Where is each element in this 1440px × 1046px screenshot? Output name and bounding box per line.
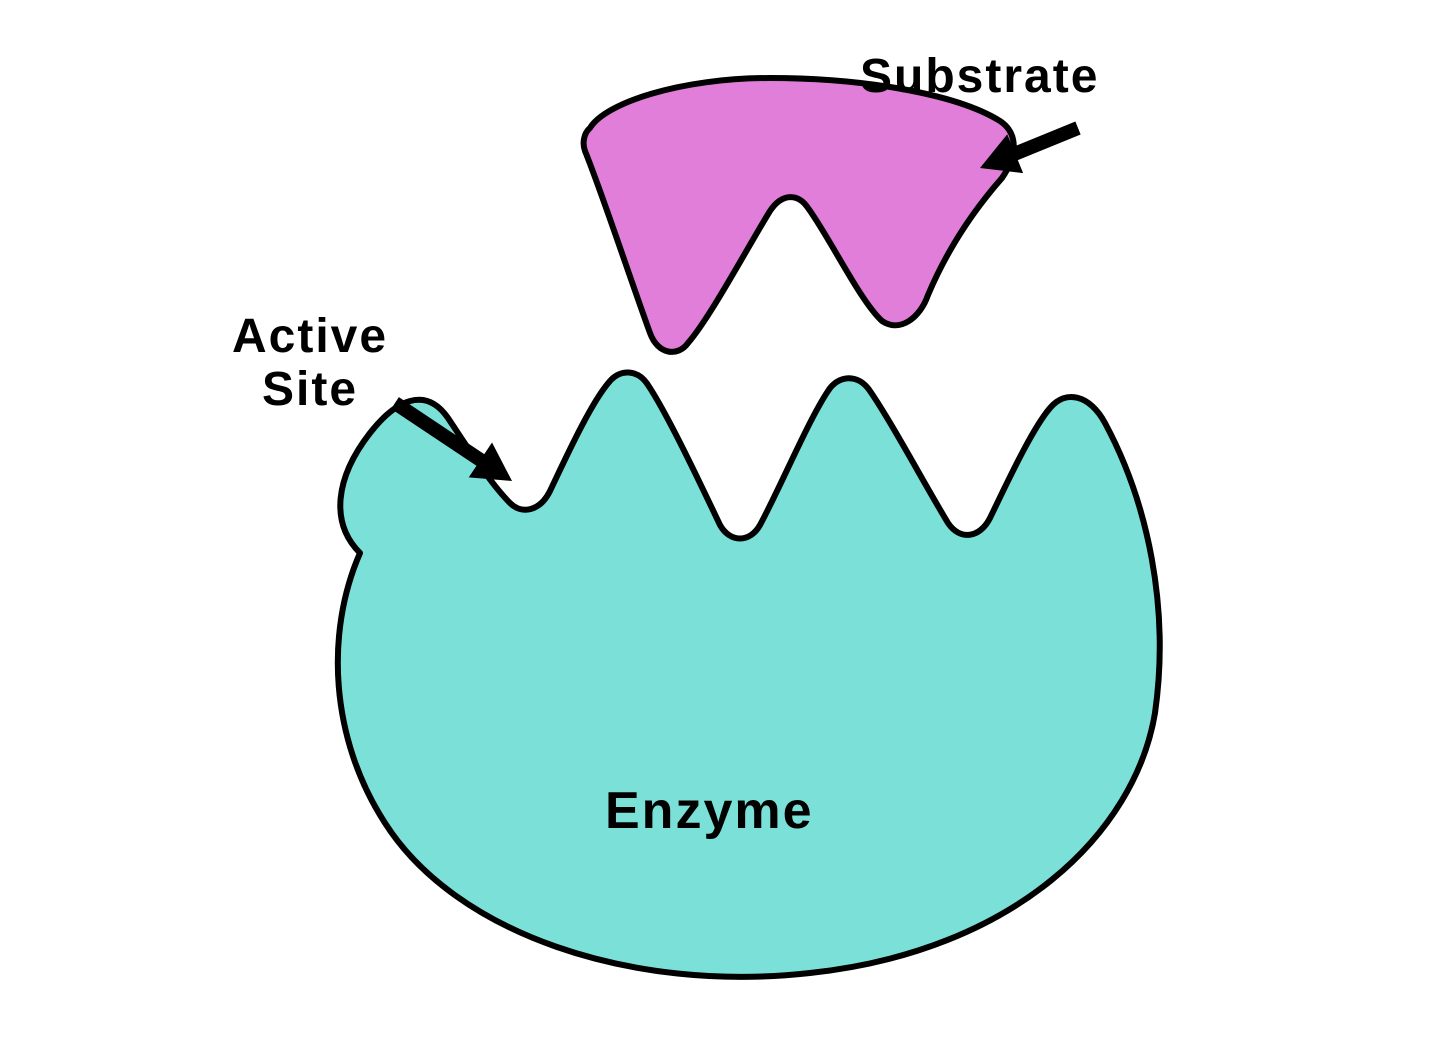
diagram-svg (210, 33, 1230, 1013)
substrate-arrow-line (1011, 128, 1078, 155)
substrate-shape (584, 78, 1014, 352)
enzyme-diagram: Substrate Active Site Enzyme (210, 33, 1230, 1013)
substrate-label: Substrate (860, 51, 1099, 104)
enzyme-shape (338, 372, 1160, 976)
enzyme-label: Enzyme (605, 783, 814, 840)
active-site-label: Active Site (232, 311, 388, 417)
